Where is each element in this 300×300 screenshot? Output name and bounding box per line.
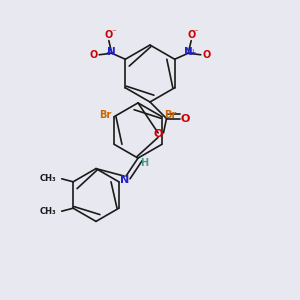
Text: Br: Br bbox=[100, 110, 112, 120]
Text: Br: Br bbox=[164, 110, 176, 120]
Text: O: O bbox=[202, 50, 210, 60]
Text: O: O bbox=[90, 50, 98, 60]
Text: N: N bbox=[107, 47, 116, 57]
Text: CH₃: CH₃ bbox=[40, 207, 56, 216]
Text: N: N bbox=[184, 47, 193, 57]
Text: N: N bbox=[120, 175, 129, 185]
Text: H: H bbox=[140, 158, 149, 169]
Text: +: + bbox=[189, 48, 195, 57]
Text: O: O bbox=[153, 129, 163, 140]
Text: ⁻: ⁻ bbox=[193, 28, 198, 38]
Text: O: O bbox=[187, 30, 195, 40]
Text: CH₃: CH₃ bbox=[40, 174, 56, 183]
Text: ⁻: ⁻ bbox=[111, 28, 116, 38]
Text: O: O bbox=[105, 30, 113, 40]
Text: O: O bbox=[181, 113, 190, 124]
Text: +: + bbox=[105, 48, 111, 57]
